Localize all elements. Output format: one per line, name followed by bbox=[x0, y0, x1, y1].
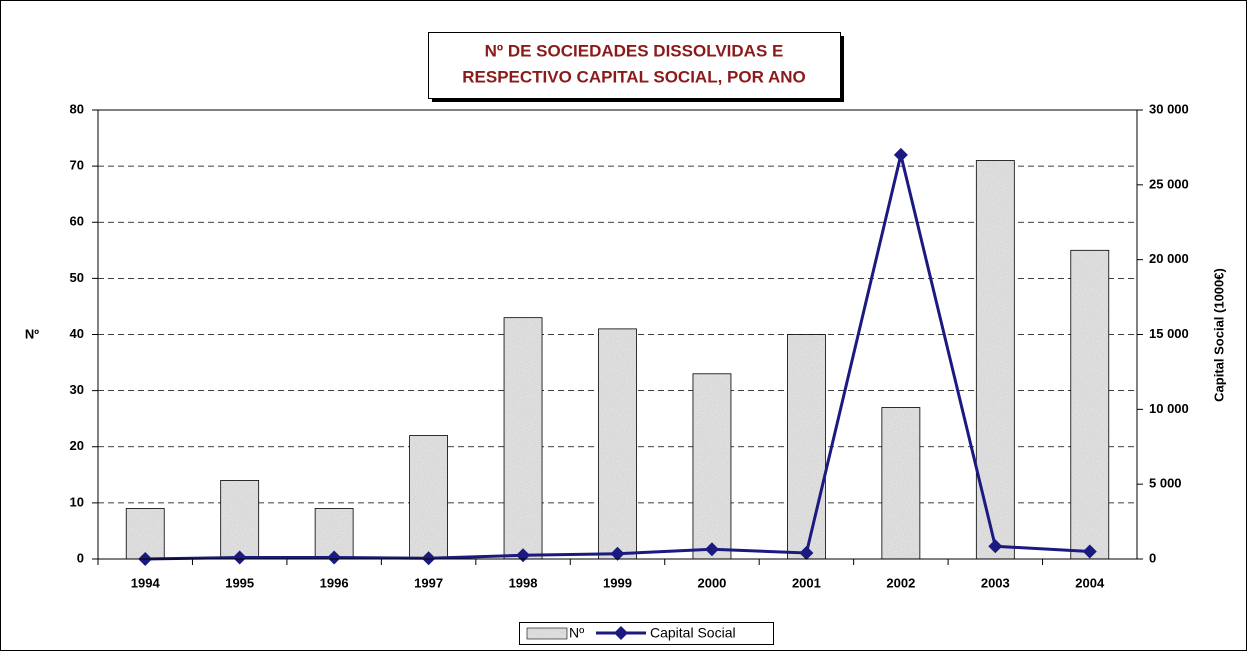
bar bbox=[598, 328, 637, 560]
x-tick-label: 1996 bbox=[320, 575, 349, 590]
title-box bbox=[428, 32, 841, 99]
x-tick-label: 1997 bbox=[414, 575, 443, 590]
x-tick-label: 2001 bbox=[792, 575, 821, 590]
marker bbox=[421, 551, 436, 566]
bar bbox=[125, 508, 165, 560]
y-tick-label: 20 bbox=[70, 438, 84, 453]
marker bbox=[988, 539, 1003, 554]
bar bbox=[881, 407, 921, 560]
legend-label: Capital Social bbox=[650, 625, 736, 641]
x-tick-label: 1994 bbox=[131, 575, 161, 590]
legend-swatch bbox=[526, 627, 568, 640]
y2-tick-label: 0 bbox=[1149, 550, 1156, 565]
y2-tick-label: 20 000 bbox=[1149, 251, 1189, 266]
marker bbox=[610, 546, 625, 561]
y-tick-label: 30 bbox=[70, 382, 84, 397]
marker bbox=[327, 550, 342, 565]
y-tick-label: 80 bbox=[70, 101, 84, 116]
x-tick-label: 2004 bbox=[1075, 575, 1105, 590]
x-tick-label: 2002 bbox=[886, 575, 915, 590]
x-tick-label: 1999 bbox=[603, 575, 632, 590]
x-tick-label: 2003 bbox=[981, 575, 1010, 590]
y2-axis-label: Capital Social (1000€) bbox=[1211, 268, 1226, 402]
legend-label: Nº bbox=[569, 625, 584, 641]
y-tick-label: 10 bbox=[70, 494, 84, 509]
y-axis-label: Nº bbox=[25, 326, 39, 341]
chart-title: Nº DE SOCIEDADES DISSOLVIDAS E bbox=[485, 41, 784, 60]
y-tick-label: 70 bbox=[70, 158, 84, 173]
legend-swatch bbox=[614, 626, 628, 640]
plot-area bbox=[97, 109, 1138, 560]
y2-tick-label: 10 000 bbox=[1149, 401, 1189, 416]
bar bbox=[787, 334, 826, 560]
y-tick-label: 40 bbox=[70, 326, 84, 341]
bar bbox=[409, 435, 448, 560]
bar bbox=[220, 480, 260, 560]
legend-box bbox=[519, 622, 774, 645]
marker bbox=[232, 550, 247, 565]
bar bbox=[975, 160, 1015, 560]
marker bbox=[893, 147, 908, 162]
chart-title: RESPECTIVO CAPITAL SOCIAL, POR ANO bbox=[462, 67, 806, 86]
y2-tick-label: 5 000 bbox=[1149, 476, 1182, 491]
x-tick-label: 1998 bbox=[509, 575, 538, 590]
y-tick-label: 0 bbox=[77, 550, 84, 565]
bar bbox=[692, 373, 732, 560]
marker bbox=[799, 546, 814, 561]
y2-tick-label: 25 000 bbox=[1149, 176, 1189, 191]
x-tick-label: 2000 bbox=[697, 575, 726, 590]
bar bbox=[1070, 249, 1110, 560]
y-tick-label: 60 bbox=[70, 214, 84, 229]
y2-tick-label: 30 000 bbox=[1149, 101, 1189, 116]
y-tick-label: 50 bbox=[70, 270, 84, 285]
y2-tick-label: 15 000 bbox=[1149, 326, 1189, 341]
bar bbox=[503, 317, 543, 560]
x-tick-label: 1995 bbox=[225, 575, 254, 590]
marker bbox=[1082, 544, 1097, 559]
marker bbox=[704, 542, 719, 557]
